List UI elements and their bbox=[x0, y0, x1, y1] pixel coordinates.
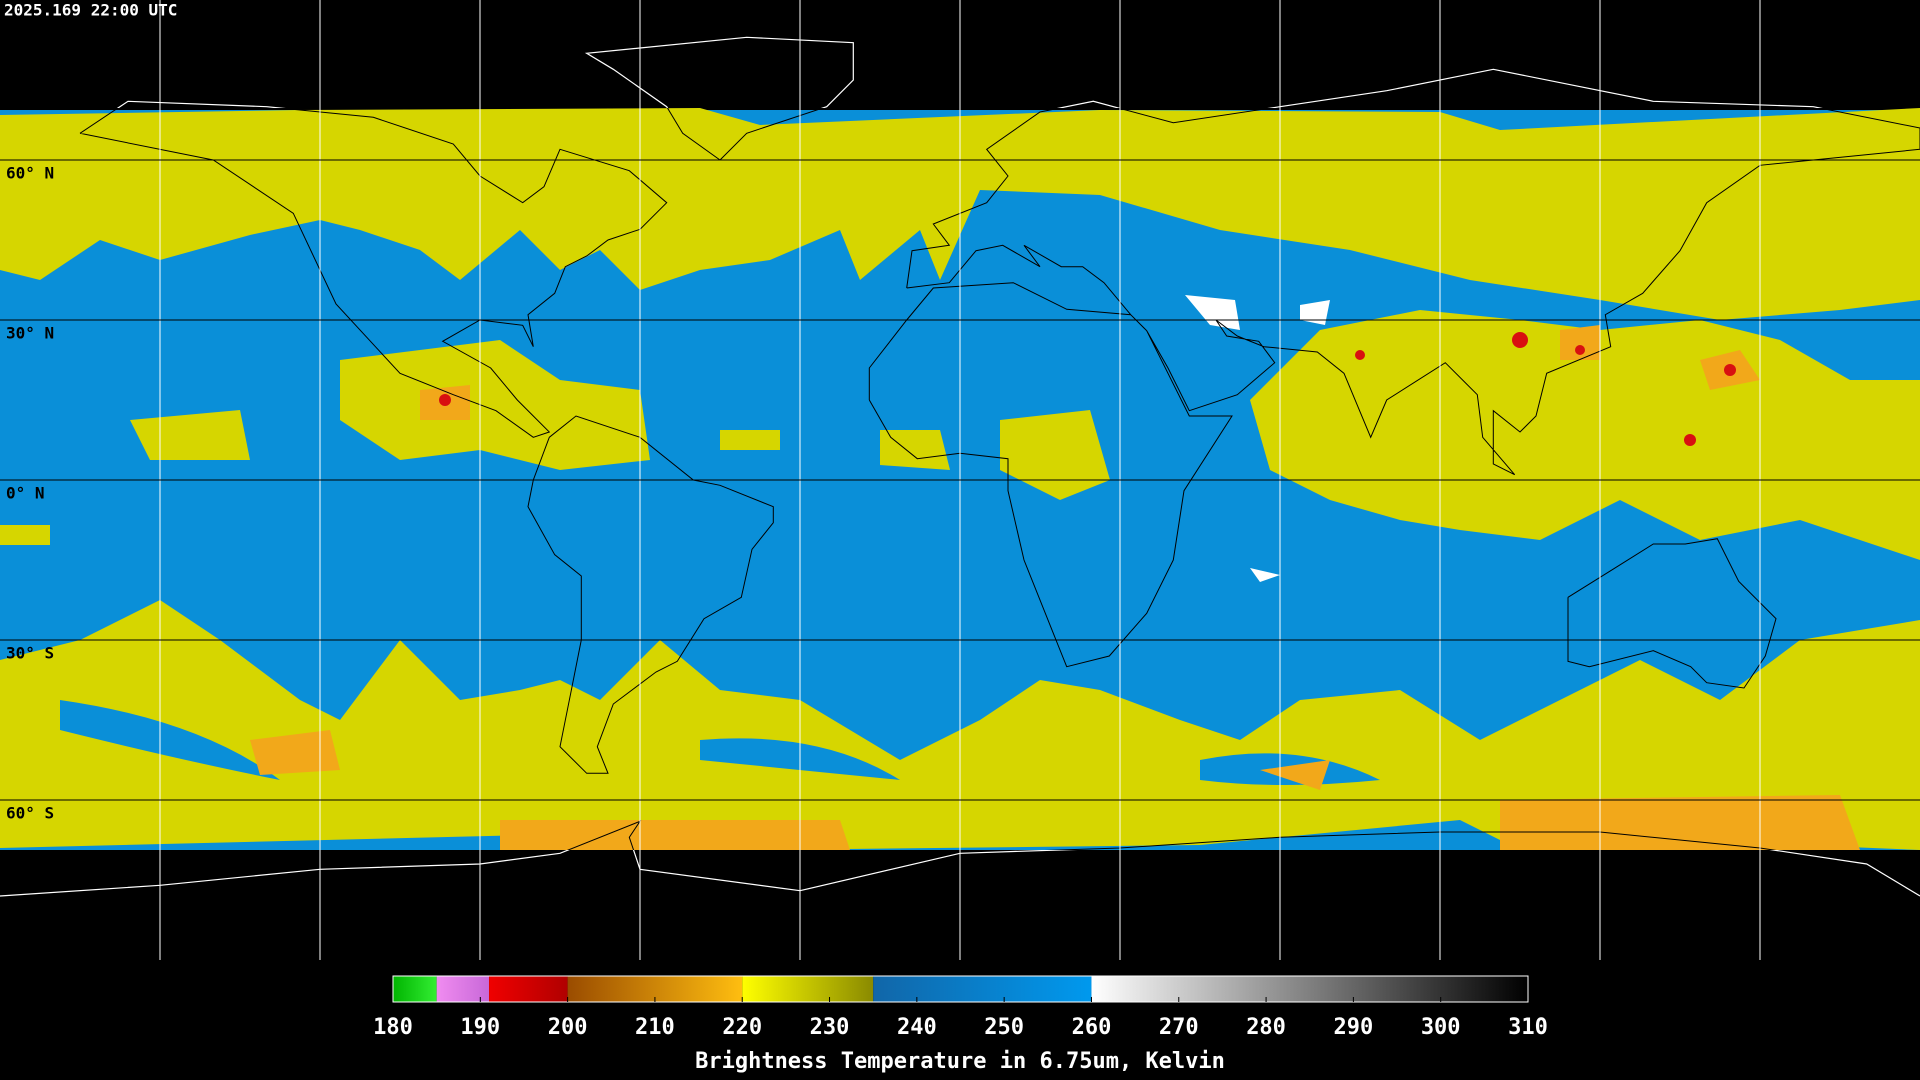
lat-label: 60° S bbox=[6, 804, 54, 823]
cold-cloud bbox=[250, 325, 1860, 850]
lat-label: 30° N bbox=[6, 324, 54, 343]
coastline bbox=[79, 108, 1920, 850]
colorbar-tick-label: 180 bbox=[373, 1015, 413, 1040]
colorbar-tick-label: 250 bbox=[984, 1015, 1024, 1040]
colorbar-tick-label: 300 bbox=[1421, 1015, 1461, 1040]
colorbar-segment bbox=[393, 976, 437, 1002]
colorbar-tick-label: 220 bbox=[722, 1015, 762, 1040]
colorbar-tick-label: 280 bbox=[1246, 1015, 1286, 1040]
lat-label: 0° N bbox=[6, 484, 45, 503]
moist-swirl bbox=[60, 700, 1380, 785]
colorbar-segment bbox=[873, 976, 1092, 1002]
deep-convection bbox=[439, 332, 1736, 446]
colorbar-tick-label: 270 bbox=[1159, 1015, 1199, 1040]
timestamp: 2025.169 22:00 UTC bbox=[4, 1, 177, 20]
colorbar-segment bbox=[489, 976, 568, 1002]
colorbar-tick-label: 230 bbox=[810, 1015, 850, 1040]
colorbar-tick-label: 260 bbox=[1072, 1015, 1112, 1040]
colorbar-tick-label: 200 bbox=[548, 1015, 588, 1040]
colorbar-tick-label: 310 bbox=[1508, 1015, 1548, 1040]
lat-label: 60° N bbox=[6, 164, 54, 183]
colorbar-segment bbox=[436, 976, 490, 1002]
colorbar-tick-label: 210 bbox=[635, 1015, 675, 1040]
colorbar-title: Brightness Temperature in 6.75um, Kelvin bbox=[695, 1049, 1225, 1074]
lat-label: 30° S bbox=[6, 644, 54, 663]
colorbar-tick-label: 190 bbox=[460, 1015, 500, 1040]
colorbar-segment bbox=[1091, 976, 1528, 1002]
colorbar-tick-label: 240 bbox=[897, 1015, 937, 1040]
coastlines bbox=[79, 108, 1920, 850]
grid bbox=[0, 0, 1920, 960]
colorbar-tick-label: 290 bbox=[1334, 1015, 1374, 1040]
colorbar-segment bbox=[742, 976, 874, 1002]
